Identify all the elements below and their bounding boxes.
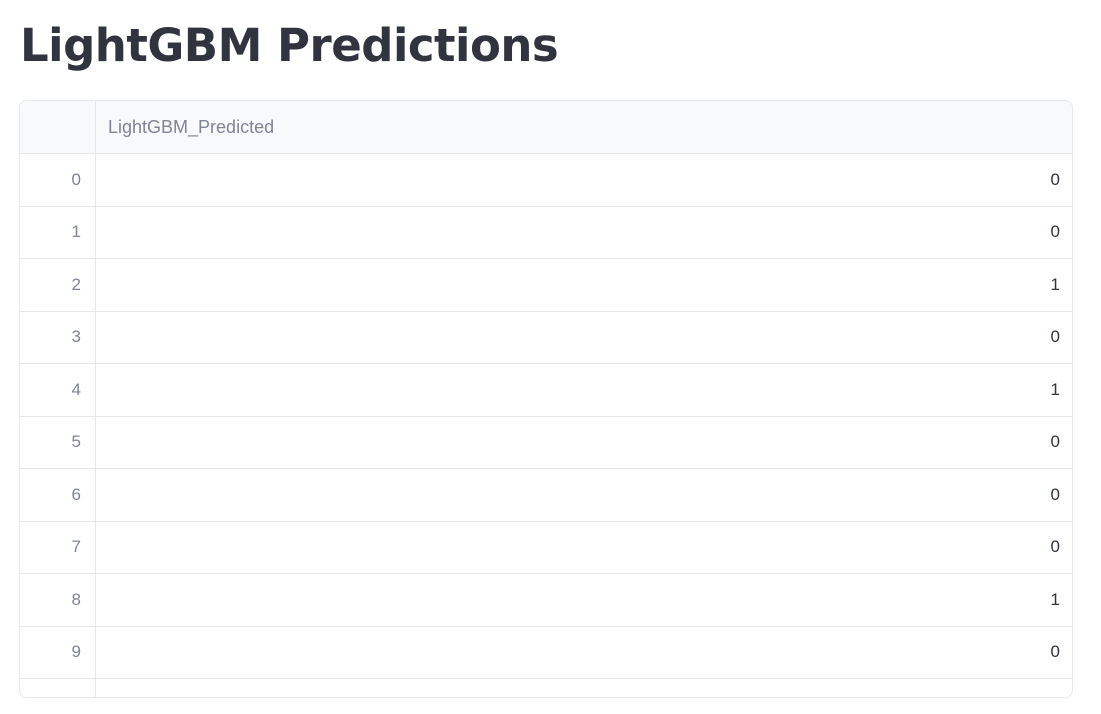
table-row[interactable]: 2 1 <box>20 259 1072 312</box>
table-row[interactable]: 0 0 <box>20 154 1072 207</box>
table-row[interactable]: 5 0 <box>20 416 1072 469</box>
row-index: 7 <box>20 521 96 573</box>
row-index <box>20 679 96 697</box>
cell-value[interactable]: 0 <box>1050 222 1060 242</box>
table-row[interactable]: 9 0 <box>20 626 1072 679</box>
row-index: 9 <box>20 626 96 678</box>
column-header-lightgbm-predicted[interactable]: LightGBM_Predicted <box>108 117 275 137</box>
row-index: 1 <box>20 206 96 258</box>
table-row[interactable]: 8 1 <box>20 574 1072 627</box>
page-title: LightGBM Predictions <box>20 19 559 72</box>
table-row[interactable]: 7 0 <box>20 521 1072 574</box>
cell-value[interactable]: 0 <box>1050 642 1060 662</box>
table-row-partial[interactable] <box>20 679 1072 697</box>
table-row[interactable]: 1 0 <box>20 206 1072 259</box>
index-column-header[interactable] <box>20 101 96 154</box>
cell-value[interactable]: 0 <box>1050 169 1060 189</box>
cell-value[interactable]: 1 <box>1050 379 1060 399</box>
table-row[interactable]: 3 0 <box>20 311 1072 364</box>
predictions-table[interactable]: LightGBM_Predicted 0 0 1 0 2 1 3 0 4 1 5… <box>19 100 1073 698</box>
cell-value[interactable]: 0 <box>1050 484 1060 504</box>
table-row[interactable]: 4 1 <box>20 364 1072 417</box>
row-index: 6 <box>20 469 96 521</box>
table-row[interactable]: 6 0 <box>20 469 1072 522</box>
row-index: 0 <box>20 154 96 206</box>
cell-value[interactable]: 0 <box>1050 327 1060 347</box>
cell-value[interactable]: 0 <box>1050 537 1060 557</box>
cell-value[interactable]: 1 <box>1050 589 1060 609</box>
row-index: 8 <box>20 574 96 626</box>
cell-value[interactable]: 0 <box>1050 432 1060 452</box>
row-index: 3 <box>20 311 96 363</box>
table-body: 0 0 1 0 2 1 3 0 4 1 5 0 6 0 7 0 <box>20 154 1072 697</box>
table-header: LightGBM_Predicted <box>20 101 1072 154</box>
row-index: 4 <box>20 364 96 416</box>
cell-value[interactable]: 1 <box>1050 274 1060 294</box>
row-index: 5 <box>20 416 96 468</box>
row-index: 2 <box>20 259 96 311</box>
